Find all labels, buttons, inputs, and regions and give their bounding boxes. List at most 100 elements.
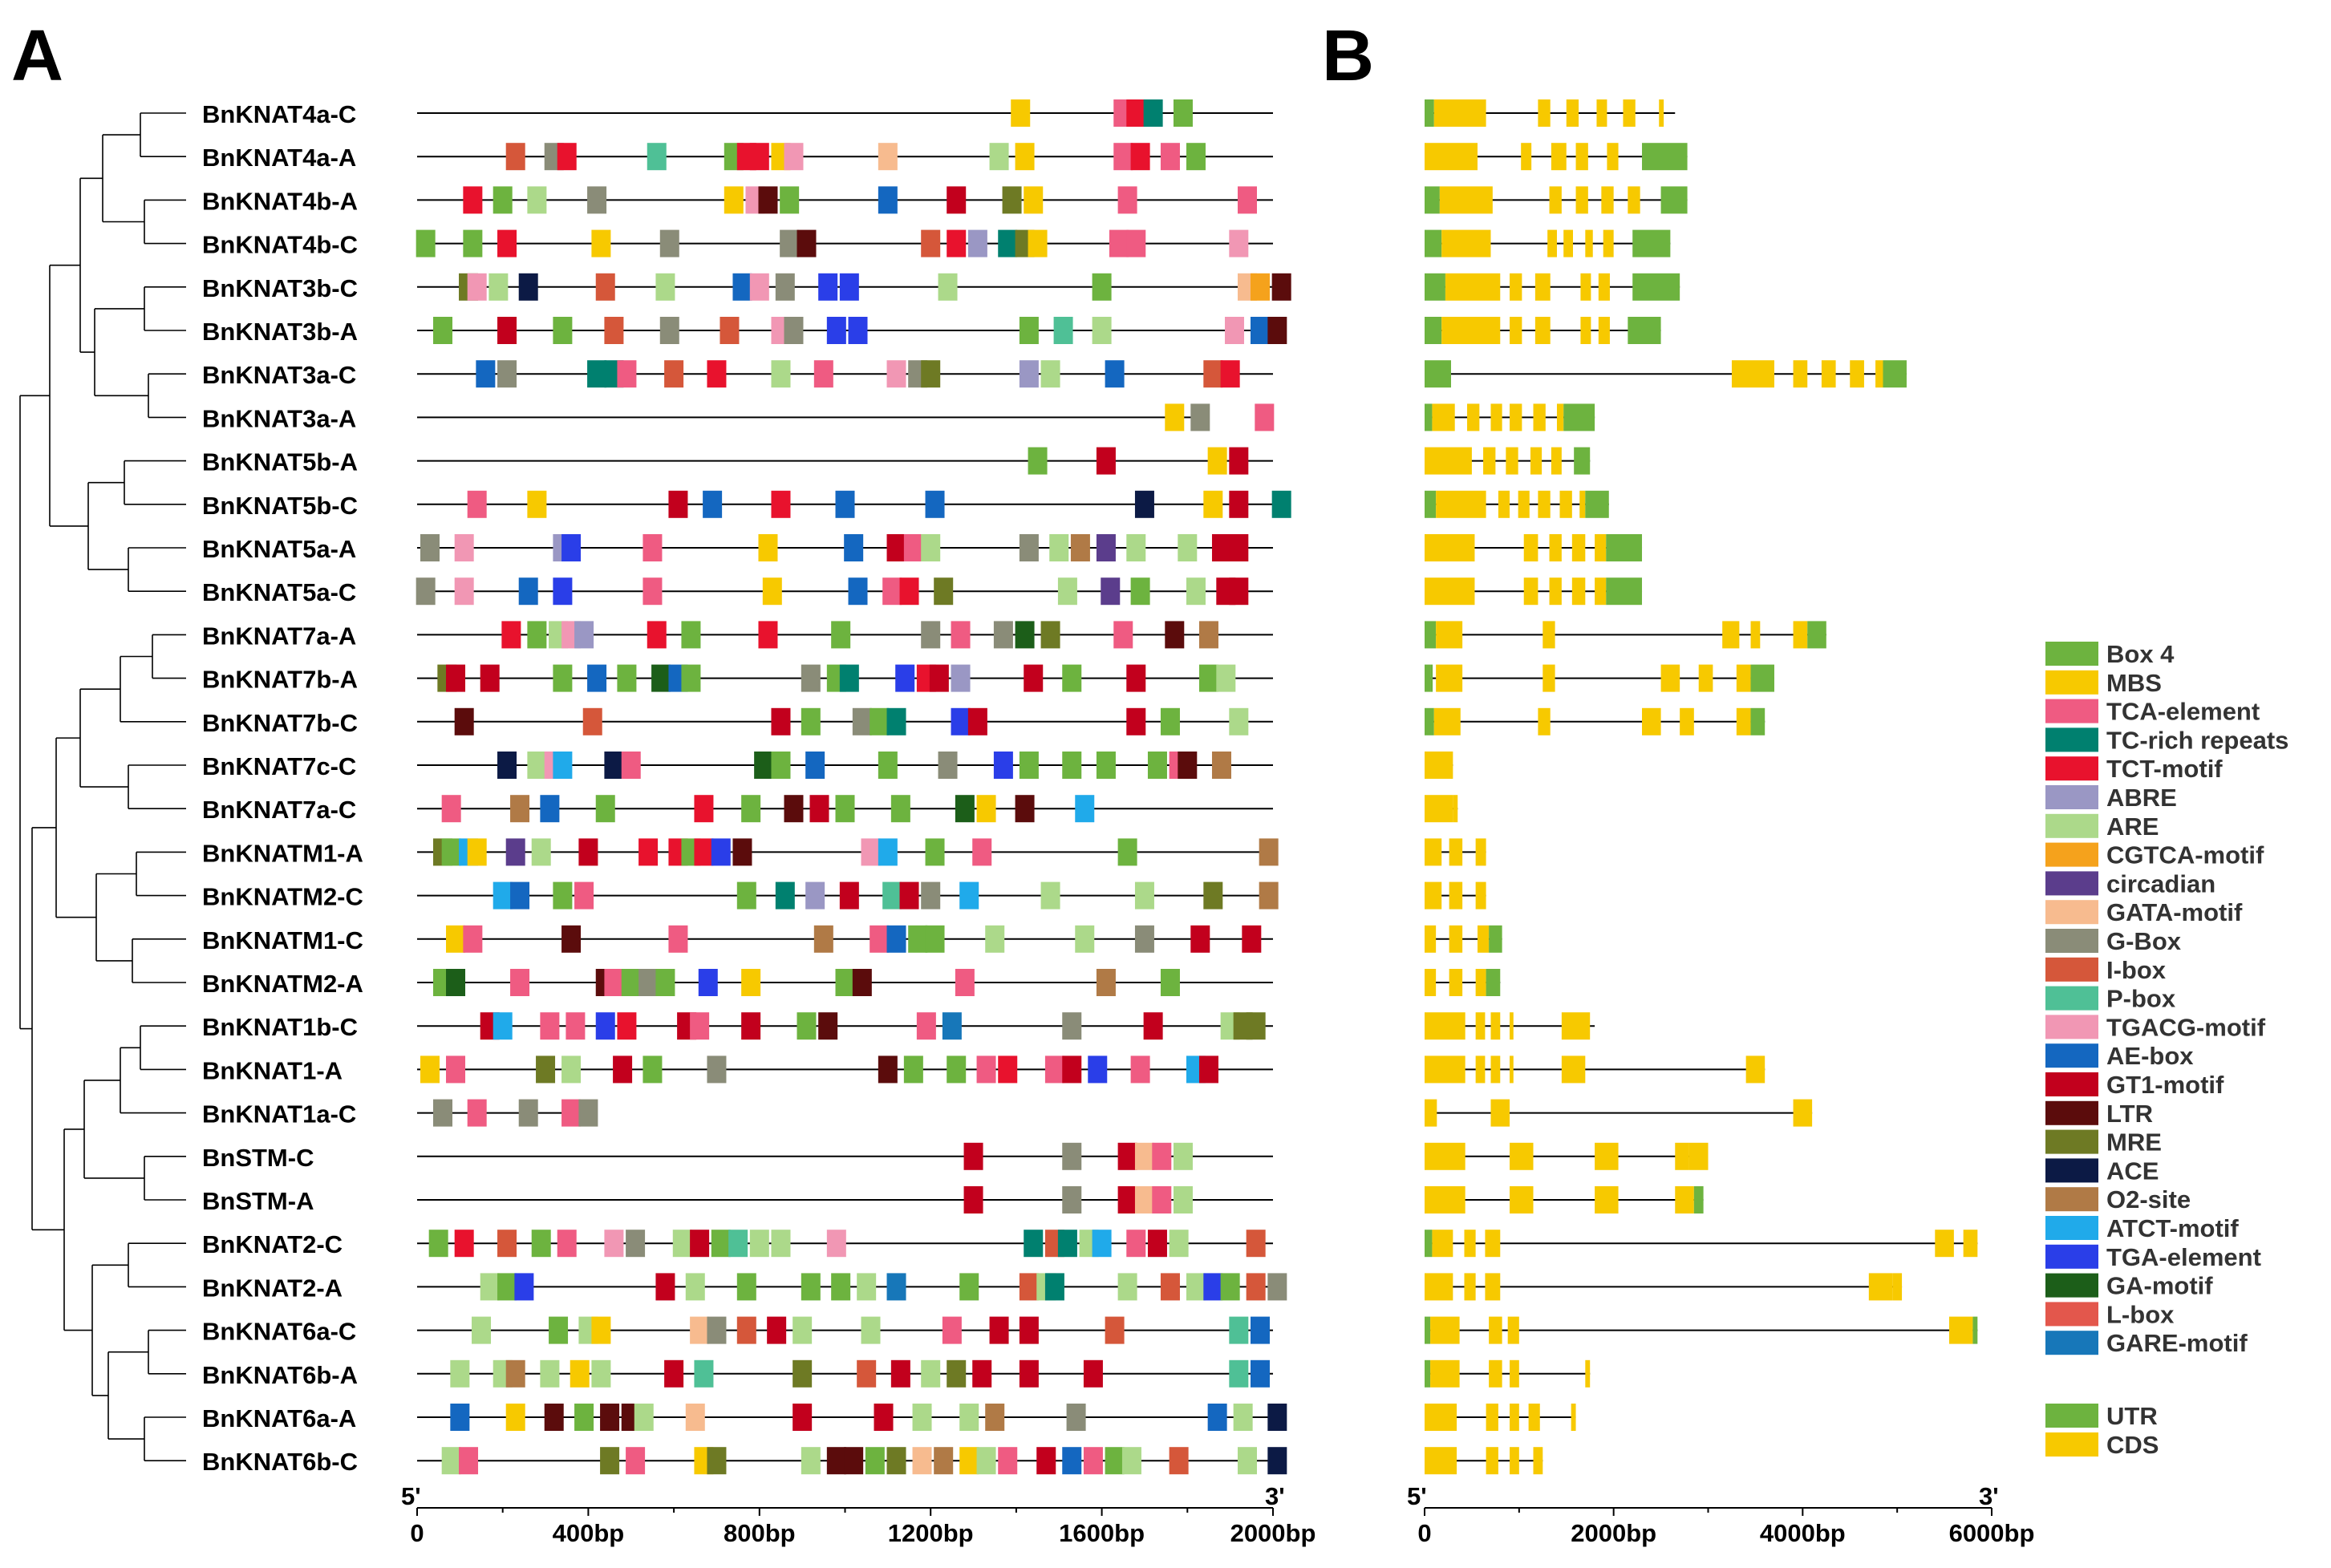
motif-tgacg-motif [1229, 229, 1249, 257]
motif-i-box [1246, 1273, 1266, 1301]
motif-mbs [758, 534, 778, 561]
motif-mre [707, 1447, 727, 1475]
motif-box-4 [908, 925, 928, 953]
motif-mre [1040, 621, 1060, 649]
gene-structure [1425, 1404, 1576, 1431]
gene-name: BnKNAT7a-A [202, 622, 356, 650]
motif-gt1-motif [1126, 707, 1146, 735]
motif-i-box [1203, 360, 1223, 388]
motif-are [561, 1055, 582, 1084]
cds-block [1875, 360, 1883, 388]
motif-ae-box [450, 1404, 470, 1431]
axis-a-tick-label: 1600bp [1059, 1519, 1145, 1547]
motif-gt1-motif [793, 1404, 813, 1431]
utr-block [1425, 229, 1442, 257]
utr-block [1425, 707, 1434, 735]
motif-gt1-motif [771, 707, 791, 735]
motif-ltr [878, 1055, 898, 1084]
motif-are [959, 1404, 979, 1431]
gene-name: BnKNAT2-C [202, 1230, 343, 1258]
motif-i-box [497, 1230, 517, 1258]
cds-block [1549, 186, 1562, 214]
motif-g-box [1190, 403, 1210, 432]
motif-tca-element [1117, 186, 1137, 214]
motif-ae-box [878, 186, 898, 214]
motif-gt1-motif [890, 1359, 910, 1388]
motif-mbs [1165, 403, 1185, 432]
cds-block [1595, 1186, 1619, 1213]
motif-gata-motif [878, 143, 898, 171]
gene-row: BnKNAT4a-A [202, 143, 1273, 172]
motif-tga-element [595, 1012, 615, 1040]
motif-gt1-motif [1190, 925, 1210, 953]
motif-ltr [1267, 317, 1287, 344]
utr-block [1628, 317, 1661, 344]
motif-tc-rich-repeats [1057, 1230, 1077, 1258]
gene-structure [1425, 1230, 1978, 1258]
motif-box-4 [595, 795, 615, 823]
motif-box-4 [1147, 752, 1167, 779]
motif-mbs [1207, 447, 1227, 475]
legend-swatch [2045, 699, 2098, 723]
three-prime-label-b: 3' [1979, 1482, 1999, 1510]
motif-box-4 [493, 186, 513, 214]
cds-block [1510, 1359, 1519, 1388]
cds-block [1425, 795, 1453, 823]
motif-are [976, 1447, 996, 1475]
motif-are [1049, 534, 1069, 561]
motif-tgacg-motif [749, 273, 769, 301]
cds-block [1464, 1273, 1476, 1301]
motif-atct-motif [553, 752, 573, 779]
legend-swatch [2045, 871, 2098, 896]
motif-tga-element [848, 317, 868, 344]
motif-are [857, 1273, 877, 1301]
motif-tc-rich-repeats [587, 360, 607, 388]
motif-g-box [1019, 534, 1039, 561]
gene-row: BnKNAT5a-A [202, 534, 1273, 563]
legend-label: TGACG-motif [2106, 1013, 2266, 1041]
motif-i-box [1019, 1273, 1039, 1301]
motif-ace [518, 273, 538, 301]
motif-mre [1203, 881, 1223, 910]
cds-block [1598, 317, 1610, 344]
cds-block [1436, 490, 1486, 518]
utr-block [1693, 1186, 1704, 1213]
utr-block [1585, 490, 1609, 518]
cds-block [1571, 577, 1586, 606]
motif-tga-element [1088, 1055, 1108, 1084]
motif-tga-element [514, 1273, 534, 1301]
motif-ae-box [1250, 1359, 1270, 1388]
gene-row: BnKNAT4b-A [202, 186, 1273, 215]
gene-structure [1425, 317, 1661, 344]
motif-tga-element [698, 969, 718, 996]
motif-box-4 [621, 969, 641, 996]
gene-structure [1425, 1316, 1978, 1344]
legend-label: CDS [2106, 1431, 2159, 1459]
gene-name: BnKNAT4a-C [202, 100, 356, 128]
gene-row: BnKNAT1a-C [202, 1099, 598, 1128]
motif-tca-element [463, 925, 483, 953]
motif-tgacg-motif [886, 360, 906, 388]
motif-tca-element [951, 621, 971, 649]
cds-block [1485, 1273, 1501, 1301]
cds-block [1510, 1447, 1519, 1475]
cds-block [1892, 1273, 1903, 1301]
motif-g-box [1066, 1404, 1086, 1431]
cds-block [1561, 1055, 1586, 1084]
motif-are [989, 143, 1009, 171]
axis-a-tick-label: 0 [410, 1519, 424, 1547]
gene-row: BnKNAT7c-C [202, 752, 1273, 780]
motif-are [488, 273, 509, 301]
motif-tca-element [870, 925, 890, 953]
motif-tca-element [621, 752, 641, 779]
cds-block [1475, 838, 1486, 866]
motif-o2-site [1211, 752, 1231, 779]
cds-block [1475, 1055, 1486, 1084]
motif-box-4 [553, 881, 573, 910]
motif-tgacg-motif [861, 838, 881, 866]
motif-box-4 [780, 186, 800, 214]
motif-mbs [762, 577, 782, 606]
motif-tc-rich-repeats [886, 707, 906, 735]
cds-block [1425, 534, 1475, 561]
